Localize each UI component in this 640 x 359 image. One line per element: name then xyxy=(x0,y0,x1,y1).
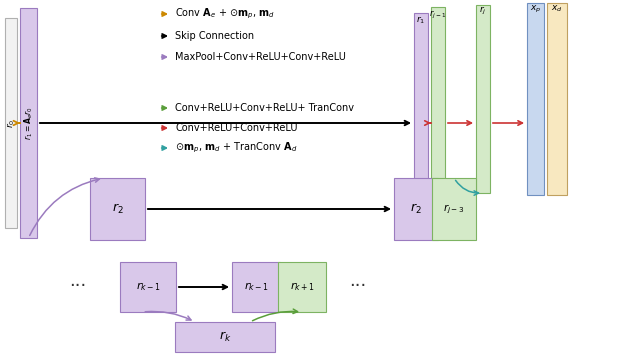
Text: $r_2$: $r_2$ xyxy=(410,202,422,216)
Text: ...: ... xyxy=(349,272,367,290)
Text: $r_{k-1}$: $r_{k-1}$ xyxy=(136,281,161,293)
Bar xyxy=(20,8,37,238)
Bar xyxy=(278,262,326,312)
Text: Skip Connection: Skip Connection xyxy=(175,31,254,41)
Bar xyxy=(120,262,176,312)
Bar xyxy=(476,5,490,193)
Bar xyxy=(90,178,145,240)
Bar xyxy=(431,7,445,189)
Text: $\odot\mathbf{m}_p$, $\mathbf{m}_d$ + TranConv $\mathbf{A}_d$: $\odot\mathbf{m}_p$, $\mathbf{m}_d$ + Tr… xyxy=(175,141,298,155)
Text: $x_d$: $x_d$ xyxy=(551,4,563,14)
Bar xyxy=(414,13,428,183)
Text: $r_{k+1}$: $r_{k+1}$ xyxy=(289,281,314,293)
Text: $r_j$: $r_j$ xyxy=(479,5,487,17)
Bar xyxy=(547,3,567,195)
Text: $r_1 = \mathbf{A}_e r_0$: $r_1 = \mathbf{A}_e r_0$ xyxy=(22,106,35,140)
Bar xyxy=(432,178,476,240)
Bar xyxy=(527,3,544,195)
Text: $r_2$: $r_2$ xyxy=(111,202,124,216)
Text: Conv+ReLU+Conv+ReLU+ TranConv: Conv+ReLU+Conv+ReLU+ TranConv xyxy=(175,103,354,113)
Bar xyxy=(5,18,17,228)
Text: $r_0$: $r_0$ xyxy=(5,118,17,128)
Text: $r_k$: $r_k$ xyxy=(219,330,231,344)
Text: $r_{j-1}$: $r_{j-1}$ xyxy=(429,9,447,21)
Text: $r_{k-1}$: $r_{k-1}$ xyxy=(244,281,268,293)
Bar xyxy=(175,322,275,352)
Text: $x_p$: $x_p$ xyxy=(530,4,541,15)
Text: ...: ... xyxy=(69,272,86,290)
Text: Conv+ReLU+Conv+ReLU: Conv+ReLU+Conv+ReLU xyxy=(175,123,298,133)
Bar xyxy=(394,178,438,240)
Text: MaxPool+Conv+ReLU+Conv+ReLU: MaxPool+Conv+ReLU+Conv+ReLU xyxy=(175,52,346,62)
Text: $r_{j-3}$: $r_{j-3}$ xyxy=(444,202,465,216)
Text: Conv $\mathbf{A}_e$ + $\odot\mathbf{m}_p$, $\mathbf{m}_d$: Conv $\mathbf{A}_e$ + $\odot\mathbf{m}_p… xyxy=(175,7,275,21)
Text: $r_1$: $r_1$ xyxy=(417,14,426,26)
Bar xyxy=(232,262,280,312)
